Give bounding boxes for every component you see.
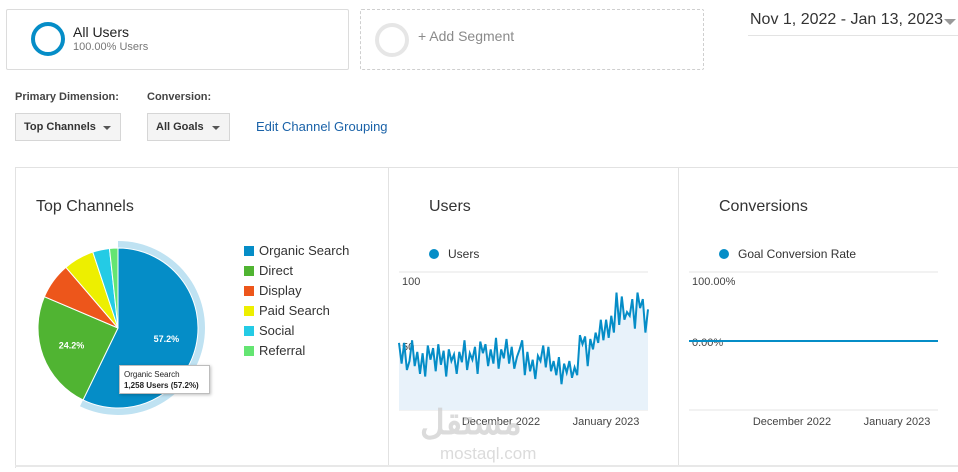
pie-data-label: 57.2% xyxy=(154,334,180,344)
legend-swatch xyxy=(244,266,254,276)
legend-swatch xyxy=(244,326,254,336)
date-range-picker[interactable]: Nov 1, 2022 - Jan 13, 2023 xyxy=(750,11,944,28)
conversion-label: Conversion: xyxy=(147,91,212,103)
legend-item-direct[interactable]: Direct xyxy=(244,263,293,279)
empty-segment-ring-icon xyxy=(375,23,409,57)
legend-item-paid-search[interactable]: Paid Search xyxy=(244,303,330,319)
panel-divider xyxy=(388,167,389,467)
top-channels-pie-chart[interactable]: 57.2% 24.2% xyxy=(30,240,220,430)
pie-slice-referral[interactable] xyxy=(108,247,119,329)
panels-bottom-border xyxy=(15,465,958,467)
edit-channel-grouping-link[interactable]: Edit Channel Grouping xyxy=(256,119,388,134)
caret-down-icon xyxy=(103,126,111,130)
legend-swatch xyxy=(244,246,254,256)
top-channels-title: Top Channels xyxy=(36,198,134,215)
primary-dimension-dropdown[interactable]: Top Channels xyxy=(15,113,121,141)
x-tick-label: December 2022 xyxy=(753,416,831,428)
segment-subtitle: 100.00% Users xyxy=(73,41,149,53)
users-title: Users xyxy=(429,198,471,215)
legend-item-organic-search[interactable]: Organic Search xyxy=(244,243,349,259)
conversion-series-label: Goal Conversion Rate xyxy=(738,247,857,261)
y-tick-label: 100.00% xyxy=(692,276,736,288)
y-tick-label: 0.00% xyxy=(692,337,723,349)
primary-dimension-value: Top Channels xyxy=(24,121,96,133)
conversions-line-chart[interactable]: 100.00% 0.00% December 2022 January 2023 xyxy=(679,262,958,437)
conversions-title: Conversions xyxy=(719,198,808,215)
conversion-dropdown[interactable]: All Goals xyxy=(147,113,230,141)
date-underline xyxy=(748,35,958,36)
series-dot-icon xyxy=(719,249,729,259)
primary-dimension-label: Primary Dimension: xyxy=(15,91,119,103)
legend-item-referral[interactable]: Referral xyxy=(244,343,305,359)
conversion-series-legend[interactable]: Goal Conversion Rate xyxy=(719,247,856,261)
users-series-label: Users xyxy=(448,247,480,261)
tooltip-value: 1,258 Users (57.2%) xyxy=(124,381,199,390)
legend-label: Direct xyxy=(259,263,293,278)
segment-all-users[interactable]: All Users 100.00% Users xyxy=(6,9,349,70)
users-series-line[interactable] xyxy=(398,292,649,385)
x-tick-label: January 2023 xyxy=(864,416,931,428)
series-dot-icon xyxy=(429,249,439,259)
users-area-fill xyxy=(399,292,648,410)
pie-slice-direct[interactable] xyxy=(37,296,119,401)
segment-title: All Users xyxy=(73,24,130,40)
legend-swatch xyxy=(244,286,254,296)
mostaql-watermark: مستقل mostaql.com xyxy=(420,403,536,463)
legend-item-display[interactable]: Display xyxy=(244,283,302,299)
overview-panels xyxy=(15,167,958,468)
legend-label: Social xyxy=(259,323,295,338)
segment-ring-icon xyxy=(31,22,65,56)
tooltip-channel: Organic Search xyxy=(124,370,180,379)
pie-tooltip: Organic Search 1,258 Users (57.2%) xyxy=(119,365,210,394)
x-tick-label: December 2022 xyxy=(462,416,540,428)
legend-swatch xyxy=(244,306,254,316)
legend-swatch xyxy=(244,346,254,356)
pie-data-label: 24.2% xyxy=(59,340,85,350)
legend-label: Paid Search xyxy=(259,303,330,318)
x-tick-label: January 2023 xyxy=(573,416,640,428)
watermark-text: mostaql.com xyxy=(440,444,537,463)
conversion-value: All Goals xyxy=(156,121,204,133)
add-segment-label: + Add Segment xyxy=(418,28,515,44)
caret-down-icon xyxy=(212,126,220,130)
legend-item-social[interactable]: Social xyxy=(244,323,294,339)
users-series-legend[interactable]: Users xyxy=(429,247,479,261)
mostaql-logo-icon: مستقل xyxy=(420,404,522,442)
panel-divider xyxy=(678,167,679,467)
date-caret-down-icon[interactable] xyxy=(944,19,956,25)
add-segment-button[interactable]: + Add Segment xyxy=(360,9,704,70)
y-tick-label: 100 xyxy=(402,276,420,288)
legend-label: Organic Search xyxy=(259,243,350,258)
legend-label: Display xyxy=(259,283,302,298)
legend-label: Referral xyxy=(259,343,306,358)
